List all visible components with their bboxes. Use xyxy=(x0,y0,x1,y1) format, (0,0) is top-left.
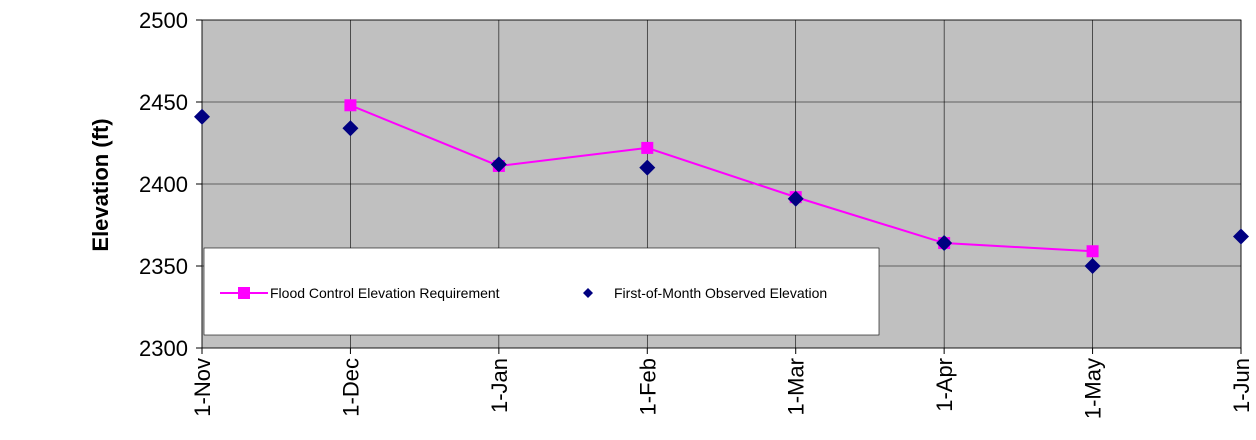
x-tick-label: 1-May xyxy=(1081,358,1106,419)
data-point xyxy=(641,141,654,154)
x-axis-ticks: 1-Nov 1-Dec 1-Jan 1-Feb 1-Mar 1-Apr 1-May 1-Jun xyxy=(190,348,1254,419)
legend-marker xyxy=(583,288,593,298)
legend-item: First-of-Month Observed Elevation xyxy=(583,285,827,301)
data-point xyxy=(1084,258,1101,274)
y-tick-label: 2500 xyxy=(139,8,188,33)
y-axis-ticks: 2300 2350 2400 2450 2500 xyxy=(139,8,202,361)
data-point xyxy=(490,156,507,173)
data-point xyxy=(787,190,804,207)
x-tick-label: 1-Dec xyxy=(338,358,363,417)
data-point xyxy=(1233,228,1249,245)
series-layer xyxy=(194,99,1249,274)
legend-item: Flood Control Elevation Requirement xyxy=(220,285,500,301)
y-tick-label: 2300 xyxy=(139,336,188,361)
y-axis-label: Elevation (ft) xyxy=(88,118,113,251)
legend: Flood Control Elevation Requirement First… xyxy=(203,247,880,336)
legend-label: First-of-Month Observed Elevation xyxy=(614,285,827,301)
legend-marker xyxy=(238,287,250,299)
x-tick-label: 1-Nov xyxy=(190,358,215,417)
data-point xyxy=(344,99,357,112)
x-tick-label: 1-Jun xyxy=(1229,358,1254,413)
y-tick-label: 2400 xyxy=(139,172,188,197)
legend-label: Flood Control Elevation Requirement xyxy=(270,285,500,301)
data-point xyxy=(194,108,210,125)
x-tick-label: 1-Mar xyxy=(784,358,809,415)
x-tick-label: 1-Jan xyxy=(487,358,512,413)
data-point xyxy=(1086,245,1099,258)
series-2 xyxy=(194,108,1249,274)
y-tick-label: 2450 xyxy=(139,90,188,115)
data-point xyxy=(639,159,656,176)
legend-box xyxy=(203,247,880,336)
data-point xyxy=(342,120,359,137)
data-point xyxy=(936,235,953,252)
x-tick-label: 1-Feb xyxy=(635,358,660,415)
series-line xyxy=(350,104,1093,253)
x-tick-label: 1-Apr xyxy=(932,358,957,412)
y-tick-label: 2350 xyxy=(139,254,188,279)
